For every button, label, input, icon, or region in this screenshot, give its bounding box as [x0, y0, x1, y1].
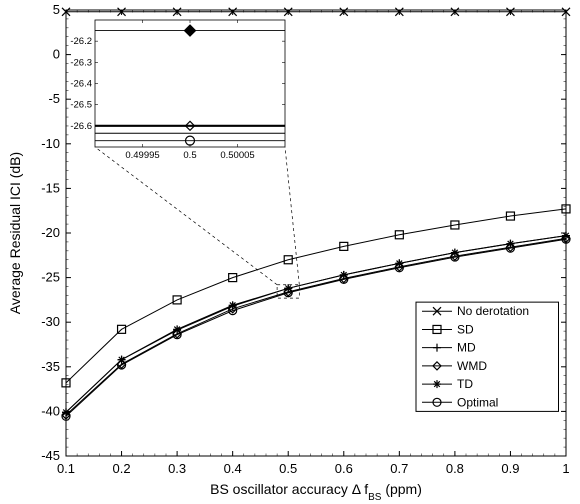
svg-text:0.6: 0.6	[335, 461, 353, 476]
legend-label-wmd: WMD	[457, 359, 487, 373]
svg-text:-25: -25	[41, 270, 60, 285]
svg-text:-45: -45	[41, 448, 60, 463]
svg-text:0.49995: 0.49995	[125, 150, 159, 161]
svg-text:-26.5: -26.5	[70, 100, 92, 111]
svg-text:0.50005: 0.50005	[220, 150, 254, 161]
legend-label-md: MD	[457, 341, 476, 355]
svg-text:0.5: 0.5	[279, 461, 297, 476]
svg-text:0: 0	[53, 47, 60, 62]
svg-text:-5: -5	[48, 91, 60, 106]
y-axis-label: Average Residual ICI (dB)	[7, 152, 23, 314]
svg-text:0.2: 0.2	[113, 461, 131, 476]
callout-leader	[95, 147, 277, 285]
svg-text:0.5: 0.5	[183, 150, 196, 161]
x-axis-label: BS oscillator accuracy Δ fBS (ppm)	[210, 481, 422, 503]
svg-text:0.1: 0.1	[57, 461, 75, 476]
svg-text:0.4: 0.4	[224, 461, 242, 476]
series-no_derot	[62, 8, 570, 16]
svg-text:0.9: 0.9	[501, 461, 519, 476]
svg-text:-15: -15	[41, 180, 60, 195]
svg-text:-26.2: -26.2	[70, 36, 92, 47]
svg-text:-35: -35	[41, 359, 60, 374]
svg-text:-20: -20	[41, 225, 60, 240]
svg-text:0.3: 0.3	[168, 461, 186, 476]
svg-text:-26.4: -26.4	[70, 79, 92, 90]
legend-label-sd: SD	[457, 322, 474, 336]
inset-box	[95, 20, 285, 147]
svg-text:5: 5	[53, 2, 60, 17]
svg-text:1: 1	[562, 461, 569, 476]
legend-label-no_derot: No derotation	[457, 304, 529, 318]
svg-text:-40: -40	[41, 403, 60, 418]
legend-label-optimal: Optimal	[457, 395, 498, 409]
svg-text:0.8: 0.8	[446, 461, 464, 476]
legend-label-td: TD	[457, 377, 473, 391]
svg-text:-10: -10	[41, 136, 60, 151]
svg-text:0.7: 0.7	[390, 461, 408, 476]
svg-text:-26.3: -26.3	[70, 57, 92, 68]
svg-text:-30: -30	[41, 314, 60, 329]
svg-text:-26.6: -26.6	[70, 121, 92, 132]
